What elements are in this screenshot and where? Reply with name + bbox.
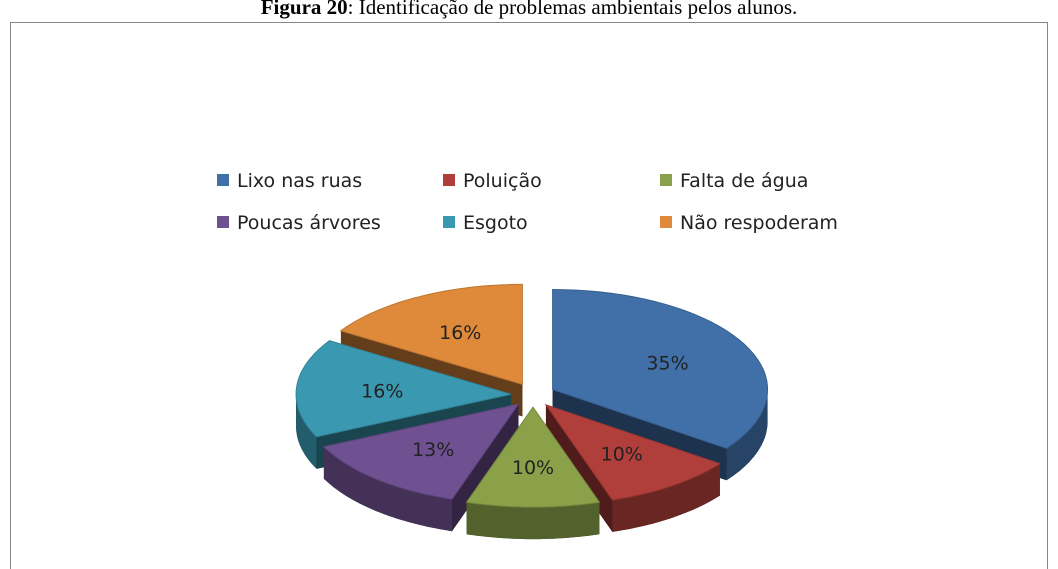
chart-title: Figura 20: Identificação de problemas am…	[261, 0, 798, 19]
legend-swatch	[443, 174, 455, 186]
slice-side	[612, 463, 720, 532]
legend-label: Poucas árvores	[237, 212, 381, 234]
legend-swatch	[660, 216, 672, 228]
data-label: 13%	[412, 439, 454, 461]
legend-swatch	[217, 174, 229, 186]
legend-label: Esgoto	[463, 212, 528, 234]
slice-top	[465, 406, 601, 508]
slice-side	[323, 446, 452, 532]
slice-side	[466, 502, 600, 540]
legend-label: Não respoderam	[680, 212, 838, 234]
legend-label: Lixo nas ruas	[237, 170, 362, 192]
data-label: 10%	[512, 457, 554, 479]
legend-swatch	[443, 216, 455, 228]
slice-top	[552, 288, 768, 449]
title-label: Figura 20	[261, 0, 348, 19]
pie-slice	[544, 403, 722, 532]
slice-top	[322, 403, 520, 500]
data-label: 16%	[361, 380, 403, 402]
pie-slice	[552, 288, 768, 481]
pie-slice	[465, 406, 601, 540]
legend-swatch	[217, 216, 229, 228]
legend-swatch	[660, 174, 672, 186]
slice-side	[726, 389, 768, 481]
data-label: 35%	[646, 352, 688, 374]
title-text: : Identificação de problemas ambientais …	[348, 0, 798, 19]
slice-top	[295, 340, 512, 438]
slice-top	[544, 403, 722, 501]
data-label: 16%	[439, 322, 481, 344]
legend-label: Poluição	[463, 170, 542, 192]
slice-side	[296, 394, 317, 469]
slice-top	[339, 283, 523, 386]
data-label: 10%	[601, 443, 643, 465]
legend-label: Falta de água	[680, 170, 808, 192]
